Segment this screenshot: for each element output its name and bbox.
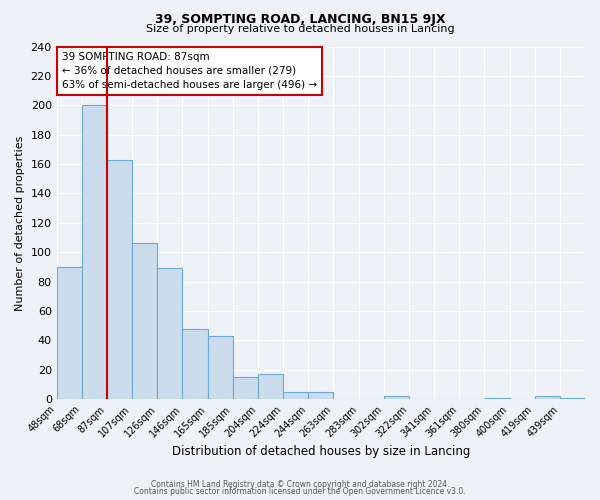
Bar xyxy=(233,377,258,399)
Bar xyxy=(258,374,283,399)
Text: Size of property relative to detached houses in Lancing: Size of property relative to detached ho… xyxy=(146,24,454,34)
Text: 39, SOMPTING ROAD, LANCING, BN15 9JX: 39, SOMPTING ROAD, LANCING, BN15 9JX xyxy=(155,12,445,26)
Bar xyxy=(208,336,233,399)
Bar xyxy=(132,244,157,399)
Bar xyxy=(56,267,82,399)
Text: 39 SOMPTING ROAD: 87sqm
← 36% of detached houses are smaller (279)
63% of semi-d: 39 SOMPTING ROAD: 87sqm ← 36% of detache… xyxy=(62,52,317,90)
Bar xyxy=(107,160,132,399)
Bar xyxy=(560,398,585,399)
Text: Contains HM Land Registry data © Crown copyright and database right 2024.: Contains HM Land Registry data © Crown c… xyxy=(151,480,449,489)
Bar xyxy=(535,396,560,399)
Text: Contains public sector information licensed under the Open Government Licence v3: Contains public sector information licen… xyxy=(134,488,466,496)
Bar xyxy=(182,328,208,399)
X-axis label: Distribution of detached houses by size in Lancing: Distribution of detached houses by size … xyxy=(172,444,470,458)
Bar xyxy=(308,392,334,399)
Bar xyxy=(82,106,107,399)
Bar xyxy=(384,396,409,399)
Bar xyxy=(484,398,509,399)
Y-axis label: Number of detached properties: Number of detached properties xyxy=(15,135,25,310)
Bar xyxy=(157,268,182,399)
Bar xyxy=(283,392,308,399)
